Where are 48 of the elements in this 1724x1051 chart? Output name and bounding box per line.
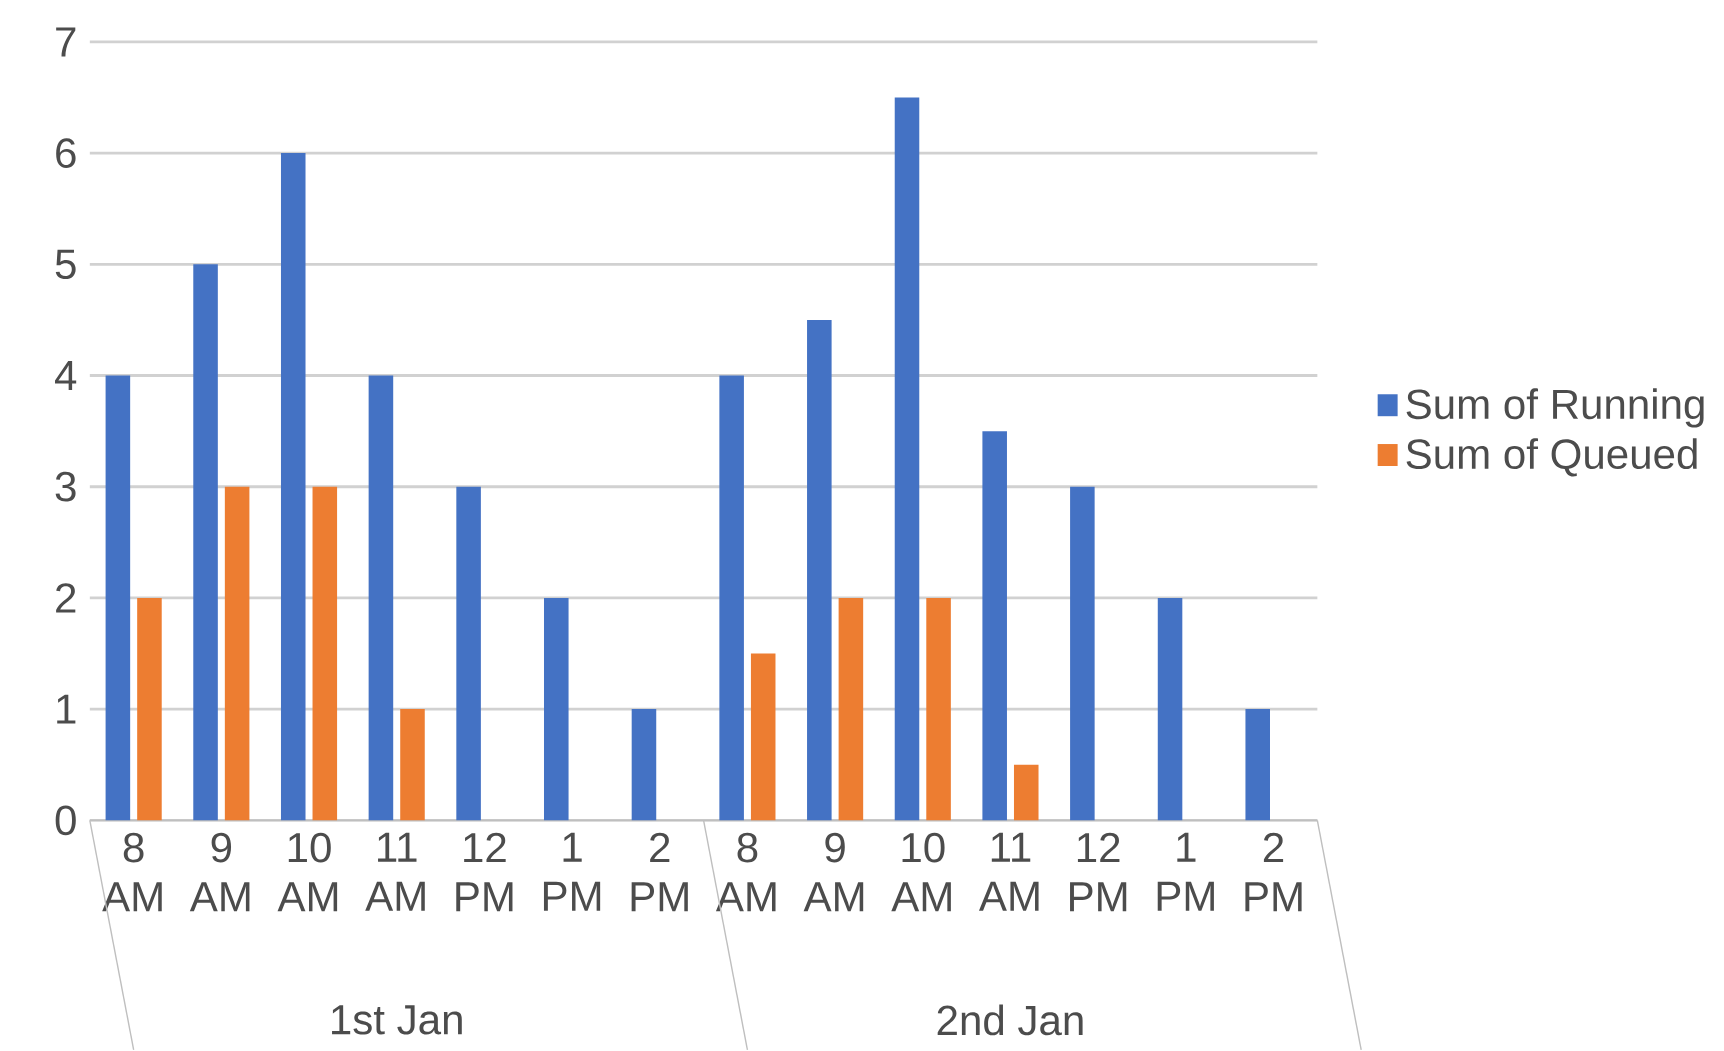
bar xyxy=(1245,709,1270,821)
bar xyxy=(926,598,951,821)
y-tick-label: 3 xyxy=(55,472,76,502)
y-tick-label: 1 xyxy=(57,694,76,724)
x-tick-label: 1 PM xyxy=(543,832,601,911)
bar xyxy=(368,375,394,821)
x-tick-label: 11 AM xyxy=(365,832,425,911)
x-tick-label: 12 PM xyxy=(1070,832,1127,912)
bar xyxy=(719,375,744,821)
bar xyxy=(894,97,920,821)
x-tick-label: 10 AM xyxy=(891,832,951,912)
legend-label: Sum of Running xyxy=(1406,388,1704,428)
x-tick-label: 10 AM xyxy=(277,832,338,912)
bar xyxy=(456,486,481,821)
bar xyxy=(631,709,657,821)
bar xyxy=(1013,764,1039,821)
bar xyxy=(838,598,864,821)
y-tick-label: 4 xyxy=(55,361,77,391)
bar xyxy=(1157,598,1183,821)
x-tick-label: 1 PM xyxy=(1157,832,1214,911)
bar xyxy=(280,153,306,821)
text: 2nd Jan xyxy=(937,1004,1083,1036)
bar xyxy=(400,709,425,821)
x-tick-label: 2 PM xyxy=(631,832,688,912)
y-tick-label: 6 xyxy=(56,138,76,169)
x-tick-label: 12 PM xyxy=(456,832,513,912)
x-tick-label: 11 AM xyxy=(978,832,1039,911)
bar xyxy=(1070,486,1095,821)
legend-label: Sum of Queued xyxy=(1406,438,1697,477)
x-tick-label: 9 AM xyxy=(803,832,864,912)
text: 1st Jan xyxy=(332,1005,462,1035)
bar xyxy=(224,486,250,821)
x-tick-label: 2 PM xyxy=(1245,832,1302,912)
bar xyxy=(807,320,832,821)
y-tick-label: 7 xyxy=(56,27,76,57)
x-tick-label: 8 AM xyxy=(102,832,162,912)
y-tick-label: 5 xyxy=(55,249,76,280)
bar xyxy=(544,598,569,821)
bar xyxy=(105,375,131,821)
y-tick-label: 2 xyxy=(56,583,76,613)
bar xyxy=(982,431,1007,821)
bar xyxy=(312,486,338,821)
x-tick-label: 8 AM xyxy=(715,832,776,912)
bar xyxy=(750,653,776,821)
x-tick-label: 9 AM xyxy=(189,832,250,912)
bar xyxy=(193,264,218,821)
bar xyxy=(137,598,162,821)
y-tick-label: 0 xyxy=(55,805,76,836)
